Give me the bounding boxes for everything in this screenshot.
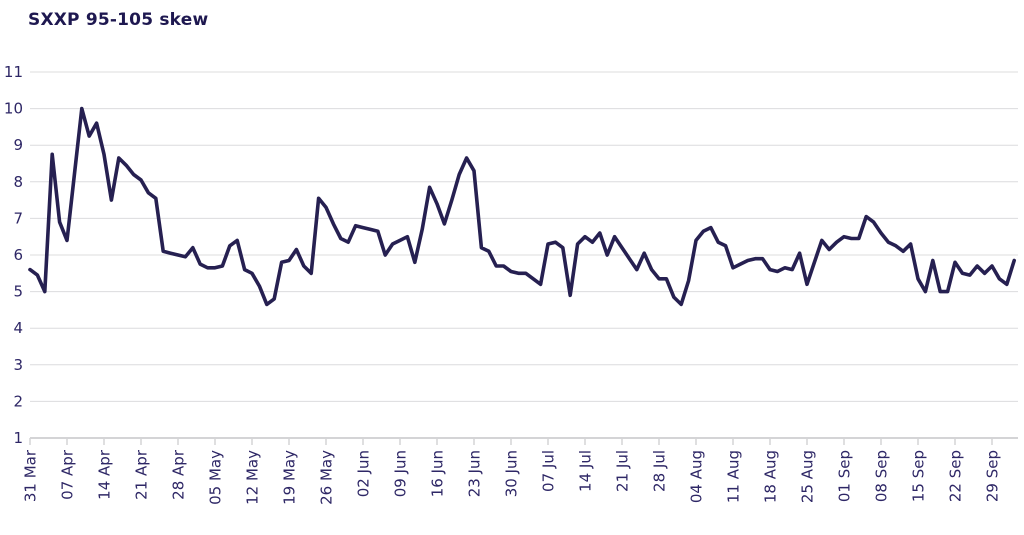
y-tick-label: 5 bbox=[13, 283, 23, 301]
y-axis-labels-group: 1 2 3 4 5 6 7 8 9 10 11 bbox=[4, 63, 23, 447]
x-tick-label: 26 May bbox=[318, 450, 336, 505]
y-tick-label: 7 bbox=[13, 209, 23, 227]
y-tick-label: 2 bbox=[13, 392, 23, 410]
x-tick-label: 21 Jul bbox=[614, 450, 632, 492]
x-tick-label: 28 Apr bbox=[170, 449, 188, 500]
y-tick-label: 4 bbox=[13, 319, 23, 337]
x-tick-label: 16 Jun bbox=[429, 450, 447, 497]
series-group bbox=[28, 106, 1017, 307]
y-tick-label: 6 bbox=[13, 246, 23, 264]
gridlines-group bbox=[30, 71, 1018, 439]
x-tick-label: 28 Jul bbox=[651, 450, 669, 492]
x-axis-labels-group: 31 Mar 07 Apr 14 Apr 21 Apr 28 Apr 05 May 12 M… bbox=[22, 449, 1002, 505]
x-tick-label: 07 Apr bbox=[59, 449, 77, 500]
x-tick-label: 21 Apr bbox=[133, 449, 151, 500]
x-tick-label: 23 Jun bbox=[466, 450, 484, 497]
y-tick-label: 3 bbox=[13, 356, 23, 374]
x-tick-label: 14 Jul bbox=[577, 450, 595, 492]
x-tick-label: 30 Jun bbox=[503, 450, 521, 497]
x-tick-label: 02 Jun bbox=[355, 450, 373, 497]
y-tick-label: 11 bbox=[4, 63, 23, 81]
x-tick-label: 01 Sep bbox=[836, 450, 854, 502]
x-tick-label: 15 Sep bbox=[910, 450, 928, 502]
x-tick-label: 04 Aug bbox=[688, 450, 706, 503]
x-tick-label: 09 Jun bbox=[392, 450, 410, 497]
x-tick-label: 19 May bbox=[281, 450, 299, 505]
x-tick-label: 31 Mar bbox=[22, 449, 40, 502]
y-tick-label: 10 bbox=[4, 100, 23, 118]
x-tick-label: 05 May bbox=[207, 450, 225, 505]
x-tick-label: 08 Sep bbox=[873, 450, 891, 502]
chart-line bbox=[28, 106, 1017, 307]
x-tick-label: 18 Aug bbox=[762, 450, 780, 503]
x-tick-label: 22 Sep bbox=[947, 450, 965, 502]
x-tick-label: 25 Aug bbox=[799, 450, 817, 503]
x-tick-label: 29 Sep bbox=[984, 450, 1002, 502]
x-tick-label: 11 Aug bbox=[725, 450, 743, 503]
x-tick-label: 07 Jul bbox=[540, 450, 558, 492]
y-tick-label: 1 bbox=[13, 429, 23, 447]
x-axis-group bbox=[29, 438, 993, 445]
chart-title: SXXP 95-105 skew bbox=[28, 10, 209, 30]
x-tick-label: 14 Apr bbox=[96, 449, 114, 500]
y-tick-label: 9 bbox=[13, 136, 23, 154]
x-tick-label: 12 May bbox=[244, 450, 262, 505]
y-tick-label: 8 bbox=[13, 173, 23, 191]
